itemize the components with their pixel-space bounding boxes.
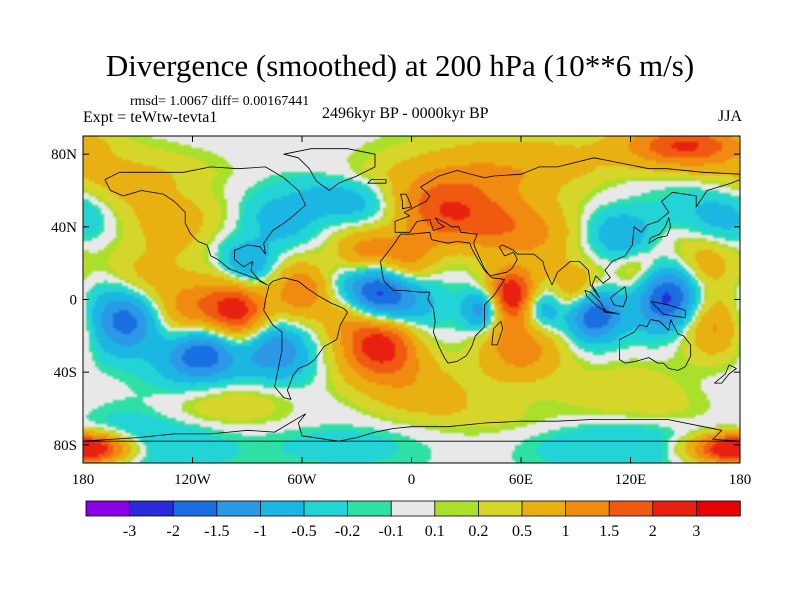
colorbar: -3 -2 -1.5 -1 -0.5 -0.2 -0.1 0.1 0.2 0.5 1 1.5 2 3	[85, 500, 741, 540]
coastline-madagascar	[491, 320, 504, 346]
coastline-british-isles	[400, 193, 412, 210]
divergence-field	[83, 136, 740, 463]
coastline-iceland	[367, 179, 387, 184]
colorbar-box	[129, 500, 174, 517]
y-tick-labels: 80N 40N 0 40S 80S	[51, 147, 77, 454]
colorbar-box	[521, 500, 567, 517]
colorbar-label: 2	[649, 523, 657, 540]
colorbar-box	[303, 500, 349, 517]
x-tick-label: 60W	[287, 472, 317, 488]
chart-title: Divergence (smoothed) at 200 hPa (10**6 …	[105, 48, 695, 83]
colorbar-label: -0.5	[291, 523, 316, 540]
map-panel	[82, 135, 741, 464]
coastline-south-america	[263, 277, 349, 400]
colorbar-label: 0.5	[512, 523, 532, 540]
x-tick-label: 120E	[615, 472, 647, 488]
colorbar-label: -2	[167, 523, 180, 540]
colorbar-label: 1.5	[599, 523, 619, 540]
x-tick-label: 120W	[174, 472, 212, 488]
colorbar-label: -0.2	[335, 523, 360, 540]
x-tick-label: 180	[72, 472, 95, 488]
colorbar-box	[652, 500, 698, 517]
coastline-africa	[380, 231, 506, 364]
colorbar-label: -1	[254, 523, 267, 540]
colorbar-label: -3	[123, 523, 136, 540]
colorbar-label: -0.1	[379, 523, 404, 540]
colorbar-box	[434, 500, 480, 517]
y-tick-label: 0	[70, 293, 78, 309]
coastline-north-america	[104, 166, 307, 286]
colorbar-label: 0.1	[425, 523, 445, 540]
colorbar-box	[216, 500, 262, 517]
x-tick-label: 60E	[509, 472, 533, 488]
x-tick-labels: 180 120W 60W 0 60E 120E 180	[72, 472, 752, 488]
stats-text: rmsd= 1.0067 diff= 0.00167441	[130, 94, 310, 109]
experiment-label: Expt = teWtw-tevta1	[83, 109, 218, 126]
coastline-japan	[648, 217, 671, 244]
colorbar-box	[565, 500, 610, 517]
colorbar-box	[477, 500, 523, 517]
colorbar-label: 3	[692, 523, 700, 540]
colorbar-box	[85, 500, 131, 517]
y-tick-label: 40S	[54, 365, 77, 381]
coastlines	[82, 148, 741, 442]
coastline-greenland	[283, 148, 376, 191]
y-tick-label: 40N	[51, 220, 77, 236]
coastline-new-zealand	[714, 364, 737, 384]
colorbar-box	[390, 500, 436, 517]
axis-ticks	[82, 136, 741, 463]
colorbar-box	[696, 500, 741, 517]
y-tick-label: 80S	[54, 438, 77, 454]
coastline-borneo	[610, 286, 628, 308]
coastline-java	[602, 309, 620, 315]
coastline-antarctica	[82, 413, 741, 442]
colorbar-box	[347, 500, 392, 517]
y-tick-label: 80N	[51, 147, 77, 163]
colorbar-label: 1	[562, 523, 570, 540]
colorbar-box	[172, 500, 218, 517]
coastline-australia	[619, 319, 692, 371]
colorbar-box	[259, 500, 305, 517]
x-tick-label: 180	[729, 472, 752, 488]
period-label: 2496kyr BP - 0000kyr BP	[322, 105, 489, 122]
colorbar-label: 0.2	[468, 523, 488, 540]
x-tick-label: 0	[408, 472, 416, 488]
colorbar-box	[608, 500, 654, 517]
coastline-new-guinea	[650, 300, 686, 319]
colorbar-label: -1.5	[204, 523, 229, 540]
season-label: JJA	[717, 108, 742, 125]
coastline-eurasia	[394, 157, 741, 299]
